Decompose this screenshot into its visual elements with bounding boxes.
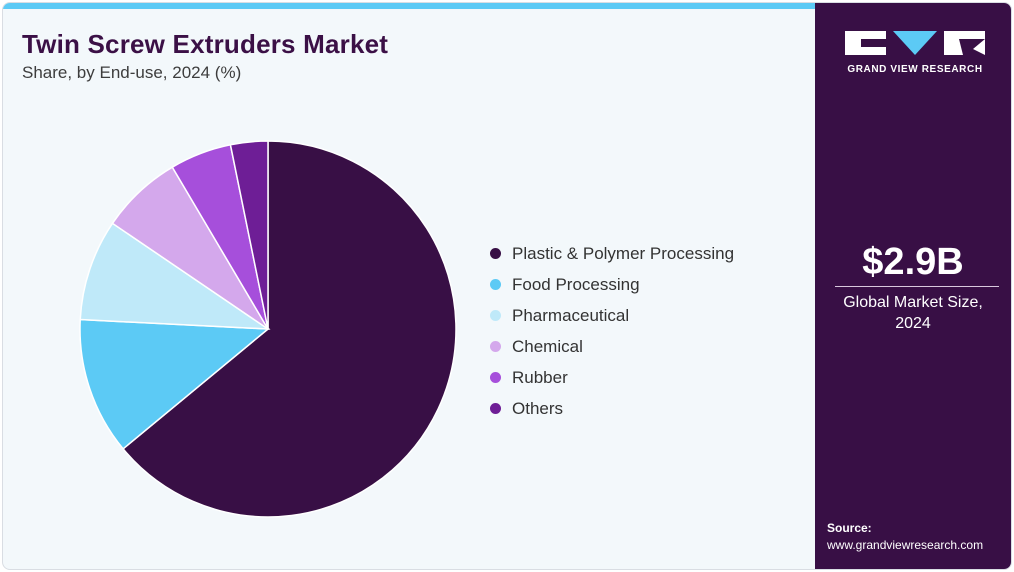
legend-swatch [490, 341, 501, 352]
gvr-logo: GRAND VIEW RESEARCH [845, 27, 985, 77]
legend-label: Rubber [512, 367, 568, 387]
legend-label: Plastic & Polymer Processing [512, 243, 735, 263]
pie-slice-pharmaceutical [79, 222, 271, 330]
market-sidebar: GRAND VIEW RESEARCH $2.9B Global Market … [815, 3, 1011, 569]
legend-swatch [490, 310, 501, 321]
source-link[interactable]: www.grandviewresearch.com [827, 538, 984, 552]
legend-swatch [490, 279, 501, 290]
chart-legend: Plastic & Polymer Processing Food Process… [490, 238, 734, 424]
pie-slice-food-processing [79, 318, 270, 450]
chart-title: Twin Screw Extruders Market [22, 29, 389, 59]
pie-chart [79, 140, 457, 518]
market-size-label: Global Market Size, 2024 [843, 294, 983, 332]
legend-label: Others [512, 398, 564, 418]
chart-subtitle: Share, by End-use, 2024 (%) [22, 63, 242, 82]
legend-swatch [490, 403, 501, 414]
legend-label: Chemical [512, 336, 583, 356]
legend-label: Food Processing [512, 274, 640, 294]
legend-item: Rubber [490, 362, 734, 393]
pie-slice-others [229, 140, 269, 330]
logo-text: GRAND VIEW RESEARCH [847, 64, 983, 75]
legend-label: Pharmaceutical [512, 305, 630, 325]
source-label: Source: [827, 521, 872, 535]
legend-item: Chemical [490, 331, 734, 362]
legend-swatch [490, 248, 501, 259]
divider [835, 286, 999, 287]
legend-item: Others [490, 393, 734, 424]
market-size-value: $2.9B [862, 241, 964, 283]
pie-slice-plastic-polymer-processing [122, 140, 457, 518]
gvr-logo-icon [845, 31, 985, 55]
legend-swatch [490, 372, 501, 383]
legend-item: Food Processing [490, 269, 734, 300]
legend-item: Pharmaceutical [490, 300, 734, 331]
legend-item: Plastic & Polymer Processing [490, 238, 734, 269]
accent-bar [3, 3, 815, 9]
chart-panel: Twin Screw Extruders Market Share, by En… [3, 3, 815, 569]
